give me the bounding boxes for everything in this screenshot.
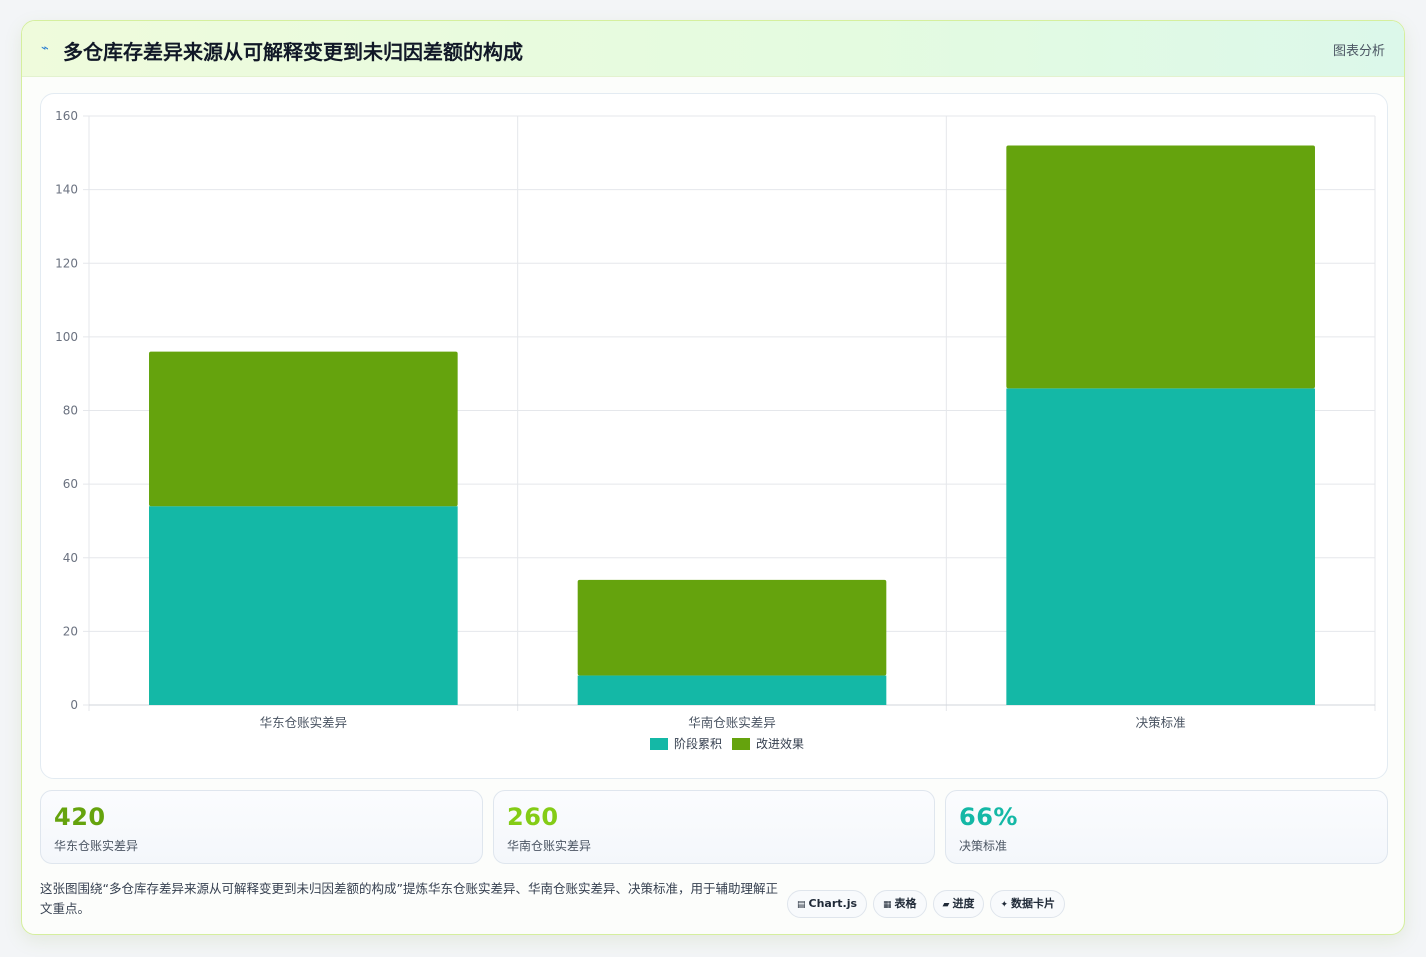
chip-label: Chart.js: [808, 897, 858, 910]
chip-label: 进度: [952, 897, 975, 910]
y-tick-label: 120: [55, 256, 78, 270]
chart-icon: ▤: [797, 900, 806, 910]
table-icon: ▦: [883, 900, 892, 910]
sparkle-icon: ✦: [1000, 900, 1009, 910]
stat-label-3: 决策标准: [959, 839, 1008, 853]
legend-swatch: [732, 738, 750, 750]
stat-label-1: 华东仓账实差异: [54, 839, 139, 853]
legend-swatch: [650, 738, 668, 750]
bar-2: [1006, 145, 1315, 389]
bar-1: [149, 506, 458, 705]
chart-card: ⌁ 多仓库存差异来源从可解释变更到未归因差额的构成 图表分析 0 20 40 60 80…: [21, 20, 1405, 935]
stat-card-3: 66% 决策标准: [945, 790, 1388, 864]
chip-chartjs[interactable]: ▤ Chart.js: [787, 890, 868, 918]
stat-value-1: 420: [54, 803, 106, 831]
stat-card-1: 420 华东仓账实差异: [40, 790, 483, 864]
x-tick-label: 华东仓账实差异: [260, 715, 348, 730]
chart-analysis-link[interactable]: 图表分析: [1332, 44, 1385, 59]
bar-2: [577, 579, 887, 676]
card-header: ⌁ 多仓库存差异来源从可解释变更到未归因差额的构成 图表分析: [22, 21, 1404, 77]
legend-label: 改进效果: [756, 736, 804, 751]
y-tick-label: 160: [55, 109, 78, 123]
y-tick-label: 140: [55, 183, 78, 197]
y-tick-label: 60: [63, 477, 78, 491]
x-tick-label: 华南仓账实差异: [688, 715, 776, 730]
y-tick-label: 100: [55, 330, 78, 344]
y-tick-label: 0: [70, 698, 78, 712]
bar-1: [577, 675, 887, 705]
progress-icon: ▰: [942, 900, 950, 910]
stat-value-2: 260: [507, 803, 559, 831]
chip-data-cards[interactable]: ✦ 数据卡片: [990, 890, 1066, 918]
x-tick-label: 决策标准: [1136, 715, 1186, 730]
stat-label-2: 华南仓账实差异: [507, 839, 592, 853]
chip-label: 表格: [894, 897, 917, 910]
stat-value-3: 66%: [959, 803, 1018, 831]
chip-table[interactable]: ▦ 表格: [873, 890, 927, 918]
chip-progress[interactable]: ▰ 进度: [932, 890, 985, 918]
sparkline-icon: ⌁: [41, 41, 49, 56]
bar-1: [1006, 388, 1315, 705]
legend-label: 阶段累积: [674, 736, 722, 751]
y-tick-label: 20: [63, 624, 78, 638]
stat-card-2: 260 华南仓账实差异: [493, 790, 935, 864]
stacked-bar-chart: 0 20 40 60 80 100 120 140 160 华东仓账实差异 华南仓账实差异 决策标准阶…: [55, 109, 1376, 751]
chart-container: 0 20 40 60 80 100 120 140 160 华东仓账实差异 华南仓账实差异 决策标准阶…: [40, 93, 1388, 779]
bar-2: [149, 351, 458, 507]
chip-label: 数据卡片: [1011, 897, 1056, 910]
y-tick-label: 40: [63, 551, 78, 565]
feature-chips: ▤ Chart.js ▦ 表格 ▰ 进度 ✦ 数据卡片: [787, 890, 1071, 918]
chart-description: 这张图围绕“多仓库存差异来源从可解释变更到未归因差额的构成”提炼华东仓账实差异、…: [40, 881, 778, 916]
y-tick-label: 80: [63, 404, 78, 418]
chart-title: 多仓库存差异来源从可解释变更到未归因差额的构成: [63, 40, 523, 64]
